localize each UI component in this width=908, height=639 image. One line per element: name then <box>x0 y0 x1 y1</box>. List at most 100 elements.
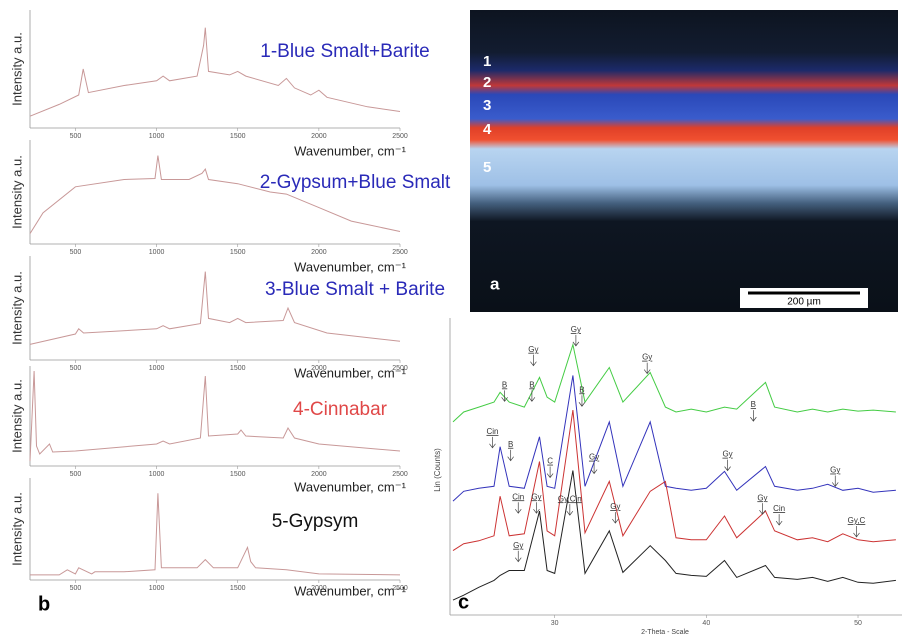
peak-arrow <box>514 502 522 514</box>
peak-label: Gy,C <box>848 516 866 525</box>
x-tick-label: 2500 <box>392 249 408 256</box>
spectrum-line <box>29 271 401 345</box>
peak-arrow <box>831 475 839 488</box>
x-tick-label: 30 <box>551 620 559 627</box>
y-axis-label: Lin (Counts) <box>433 448 442 492</box>
x-tick-label: 500 <box>70 249 82 256</box>
panel-label: b <box>38 593 50 615</box>
peak-label: B <box>508 440 513 449</box>
layer-label: 1 <box>483 53 491 70</box>
peak-label: Gy <box>722 450 732 459</box>
x-tick-label: 1000 <box>149 585 165 592</box>
micrograph: 1 2 3 4 5 a 200 µm <box>470 10 898 312</box>
peak-arrow <box>572 334 580 347</box>
peak-arrow <box>643 362 651 375</box>
peak-arrow <box>507 449 514 462</box>
x-tick-label: 1500 <box>230 365 246 372</box>
x-tick-label: 2000 <box>311 133 327 140</box>
x-axis-label: Wavenumber, cm⁻¹ <box>294 365 407 380</box>
peak-arrow <box>578 395 586 407</box>
peak-label: B <box>502 380 507 389</box>
spectrum-title: 5-Gypsym <box>272 511 359 532</box>
peak-label: Cin <box>486 427 498 436</box>
x-tick-label: 2000 <box>311 365 327 372</box>
x-tick-label: 40 <box>702 620 710 627</box>
peak-label: Cin <box>773 504 785 513</box>
x-axis-label: Wavenumber, cm⁻¹ <box>294 143 407 158</box>
peak-label: Gy <box>513 541 523 550</box>
layer-label: 4 <box>483 121 492 138</box>
spectrum-line <box>452 470 896 601</box>
spectrum-line <box>452 342 896 423</box>
peak-arrow <box>724 459 731 472</box>
peak-arrow <box>566 504 574 516</box>
x-tick-label: 1500 <box>230 471 246 478</box>
peak-arrow <box>590 462 598 475</box>
peak-label: Gy <box>531 492 541 501</box>
micrograph-image <box>470 10 898 312</box>
x-tick-label: 1500 <box>230 585 246 592</box>
spectrum-line <box>29 155 401 234</box>
spectrum-title: 1-Blue Smalt+Barite <box>260 41 430 62</box>
x-tick-label: 500 <box>70 365 82 372</box>
peak-arrow <box>533 502 540 514</box>
layer-label: 5 <box>483 159 491 176</box>
x-tick-label: 1000 <box>149 249 165 256</box>
layer-label: 2 <box>483 74 491 91</box>
y-axis-label: Intensity a.u. <box>9 379 24 453</box>
peak-arrow <box>775 514 783 526</box>
peak-label: Gy <box>830 466 840 475</box>
peak-arrow <box>530 354 537 367</box>
y-axis-label: Intensity a.u. <box>9 155 24 229</box>
peak-arrow <box>853 525 860 538</box>
x-tick-label: 2500 <box>392 585 408 592</box>
peak-label: Gy <box>589 453 599 462</box>
spectrum-line <box>29 27 401 117</box>
x-tick-label: 500 <box>70 133 82 140</box>
peak-label: C <box>547 457 553 466</box>
peak-arrow <box>501 390 508 402</box>
x-tick-label: 1000 <box>149 471 165 478</box>
x-tick-label: 2500 <box>392 365 408 372</box>
x-tick-label: 1500 <box>230 133 246 140</box>
y-axis-label: Intensity a.u. <box>9 32 24 106</box>
spectrum-title: 3-Blue Smalt + Barite <box>265 279 445 300</box>
x-axis-label: Wavenumber, cm⁻¹ <box>294 259 407 274</box>
spectrum-title: 4-Cinnabar <box>293 399 388 420</box>
x-tick-label: 50 <box>854 620 862 627</box>
x-tick-label: 2000 <box>311 471 327 478</box>
spectrum-title: 2-Gypsum+Blue Smalt <box>260 172 451 193</box>
peak-arrow <box>514 550 522 563</box>
spectrum-line <box>452 375 896 502</box>
peak-label: B <box>529 380 534 389</box>
peak-label: Gy <box>528 345 538 354</box>
x-tick-label: 2000 <box>311 249 327 256</box>
peak-arrow <box>759 503 766 515</box>
peak-arrow <box>489 436 496 449</box>
spectrum-line <box>29 370 401 462</box>
x-axis-label: Wavenumber, cm⁻¹ <box>294 583 407 598</box>
peak-label: Gy <box>757 493 767 502</box>
peak-label: B <box>751 400 756 409</box>
peak-label: Gy <box>610 502 620 511</box>
peak-arrow <box>546 466 554 479</box>
x-tick-label: 1000 <box>149 133 165 140</box>
x-axis-label: 2-Theta - Scale <box>641 629 689 636</box>
x-axis-label: Wavenumber, cm⁻¹ <box>294 479 407 494</box>
peak-arrow <box>612 512 619 524</box>
peak-label: Gy <box>642 353 652 362</box>
x-tick-label: 2500 <box>392 133 408 140</box>
x-tick-label: 1500 <box>230 249 246 256</box>
x-tick-label: 2500 <box>392 471 408 478</box>
peak-label: B <box>579 385 584 394</box>
peak-label: Gy <box>571 325 581 334</box>
panel-label: c <box>458 591 469 613</box>
peak-arrow <box>528 390 536 402</box>
x-tick-label: 2000 <box>311 585 327 592</box>
y-axis-label: Intensity a.u. <box>9 271 24 345</box>
x-tick-label: 500 <box>70 585 82 592</box>
panel-label: a <box>490 274 500 293</box>
peak-label: Gy,Cin <box>558 494 582 503</box>
spectrum-line <box>452 410 896 552</box>
